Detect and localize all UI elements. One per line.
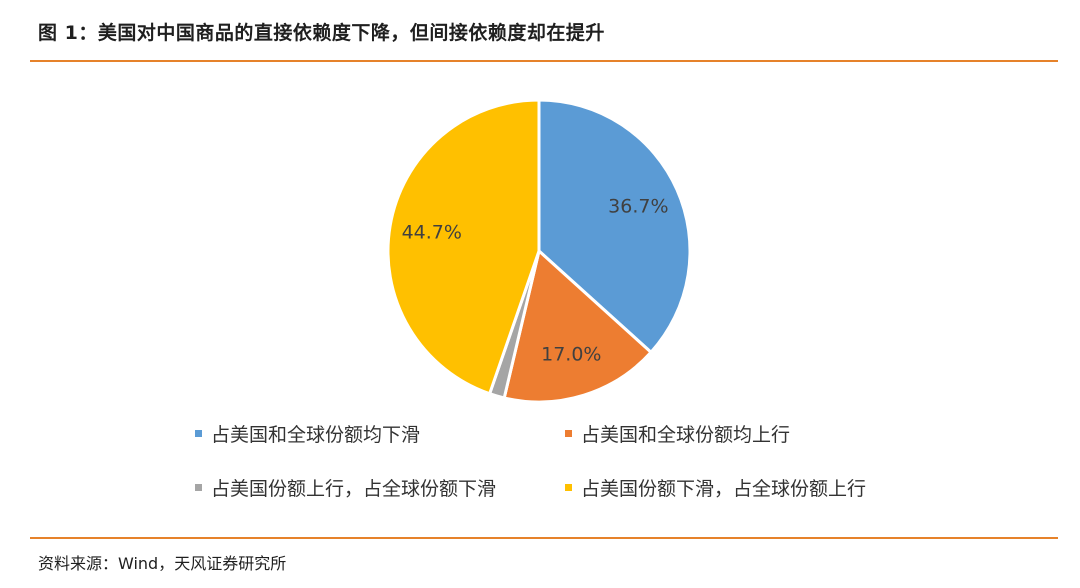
legend-item-1: 占美国和全球份额均上行 bbox=[565, 420, 790, 447]
data-label-0: 36.7% bbox=[608, 195, 668, 217]
pie-slice-1 bbox=[502, 248, 654, 404]
pie-slice-3 bbox=[386, 98, 541, 396]
legend-label-2: 占美国份额上行，占全球份额下滑 bbox=[211, 478, 497, 500]
pie-slice-0 bbox=[537, 98, 692, 355]
source-note: 资料来源：Wind，天风证券研究所 bbox=[38, 554, 287, 573]
data-label-2: 1.6% bbox=[447, 418, 495, 420]
top-rule bbox=[30, 60, 1058, 62]
legend-swatch-0 bbox=[195, 430, 202, 437]
pie-chart: 36.7% 17.0% 1.6% 44.7% bbox=[386, 98, 692, 420]
legend-item-3: 占美国份额下滑，占全球份额上行 bbox=[565, 474, 866, 501]
data-label-1: 17.0% bbox=[541, 343, 601, 365]
data-label-3: 44.7% bbox=[402, 221, 462, 243]
bottom-rule bbox=[30, 537, 1058, 539]
legend-swatch-3 bbox=[565, 484, 572, 491]
legend-label-0: 占美国和全球份额均下滑 bbox=[211, 424, 421, 446]
figure-title: 图 1：美国对中国商品的直接依赖度下降，但间接依赖度却在提升 bbox=[38, 22, 605, 44]
legend-label-3: 占美国份额下滑，占全球份额上行 bbox=[581, 478, 867, 500]
legend-item-2: 占美国份额上行，占全球份额下滑 bbox=[195, 474, 496, 501]
legend-item-0: 占美国和全球份额均下滑 bbox=[195, 420, 420, 447]
legend-swatch-1 bbox=[565, 430, 572, 437]
legend-label-1: 占美国和全球份额均上行 bbox=[581, 424, 791, 446]
legend-swatch-2 bbox=[195, 484, 202, 491]
